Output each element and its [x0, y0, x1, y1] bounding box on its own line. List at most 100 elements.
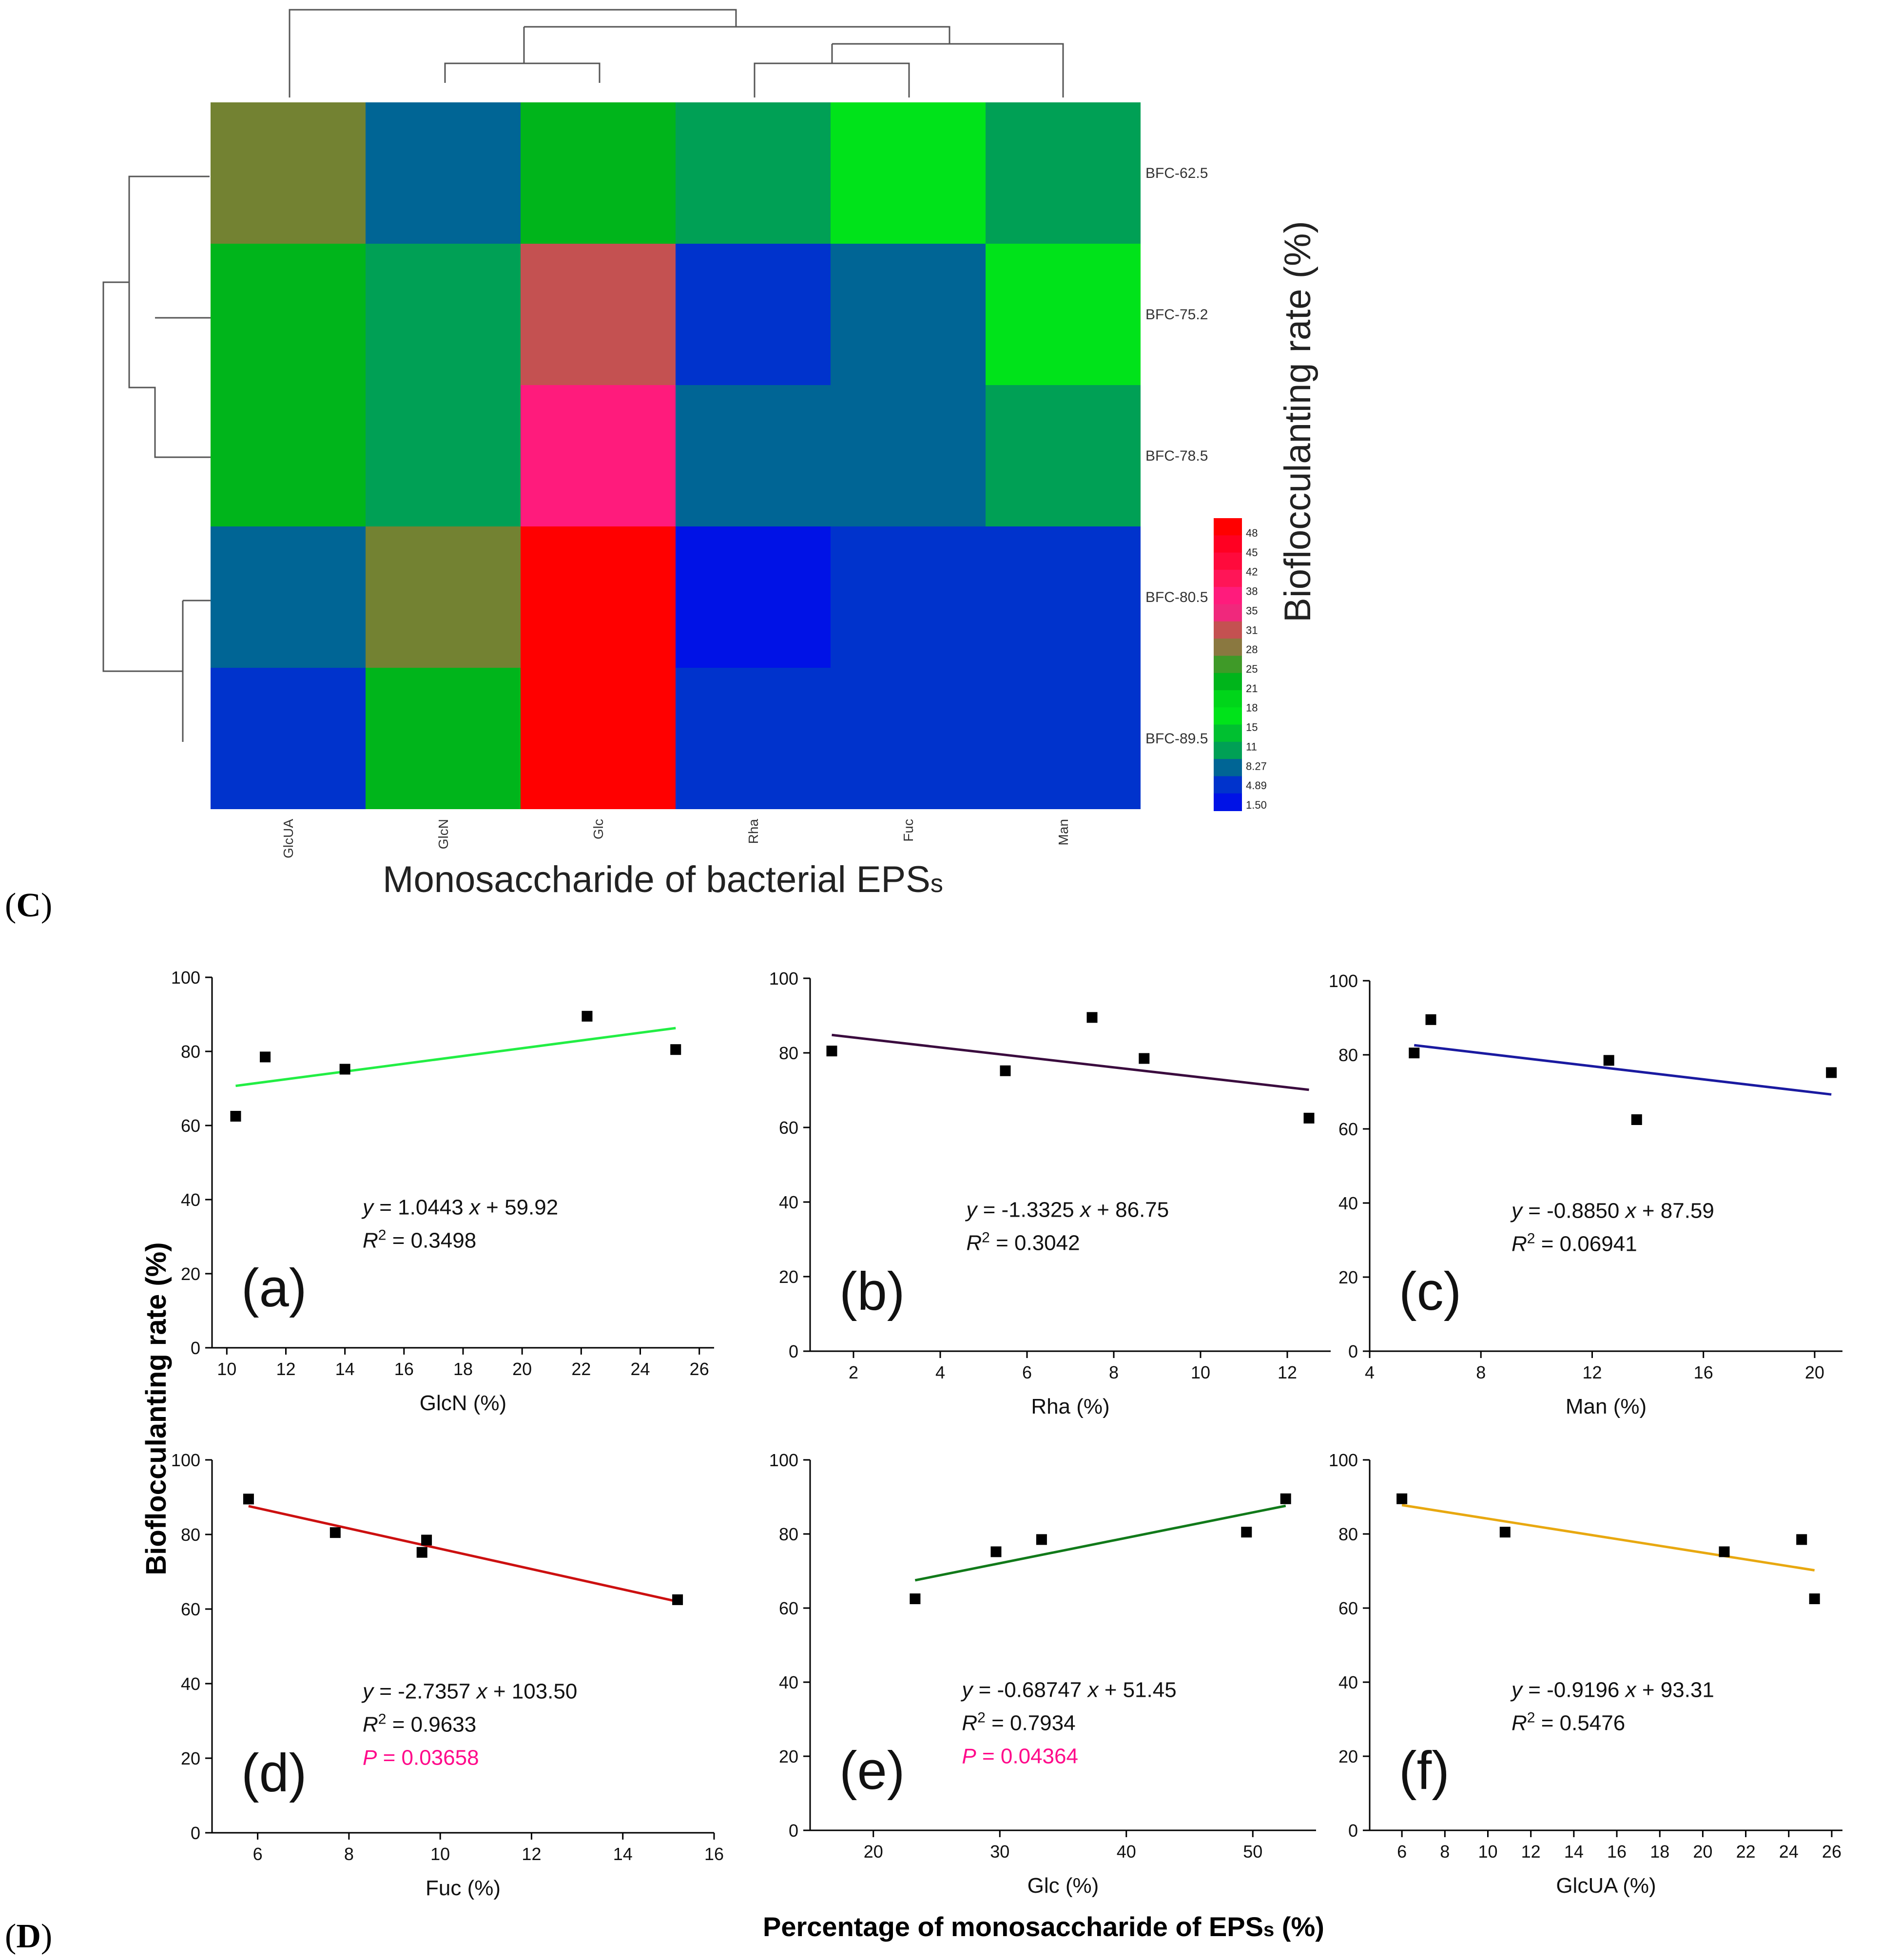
scatter-plot: 0 20 40 60 80 100 6 8 10 12 14 16 Fuc (%) y = -2.7357… [171, 1450, 724, 1900]
x-tick-label: 8 [1109, 1362, 1119, 1382]
y-tick-label: 40 [1338, 1193, 1358, 1213]
y-tick-label: 60 [1338, 1119, 1358, 1139]
data-point [1036, 1534, 1047, 1545]
colorbar-tick-label: 1.50 [1246, 799, 1267, 811]
heatmap-cell [521, 385, 676, 526]
x-axis-label: GlcUA (%) [1556, 1874, 1656, 1898]
heatmap-cell [366, 244, 521, 385]
row-labels: BFC-62.5 BFC-75.2 BFC-78.5 BFC-80.5 BFC-89.5 [1145, 165, 1208, 747]
x-tick-label: 50 [1243, 1842, 1262, 1862]
y-tick-label: 100 [171, 968, 200, 988]
r-squared: R2 = 0.06941 [1512, 1230, 1637, 1256]
fit-line [1401, 1504, 1815, 1572]
heatmap-cell [676, 385, 831, 526]
x-tick-label: 30 [990, 1842, 1009, 1862]
fit-line [248, 1505, 678, 1603]
x-tick-label: 6 [253, 1844, 263, 1864]
x-tick-label: 12 [522, 1844, 541, 1864]
subplot-label: (d) [241, 1743, 307, 1803]
x-tick-label: 10 [430, 1844, 450, 1864]
x-tick-label: 12 [1582, 1362, 1602, 1382]
data-point [1796, 1534, 1807, 1545]
colorbar-segment [1214, 741, 1242, 760]
heatmap-cell [366, 102, 521, 244]
colorbar-segment [1214, 673, 1242, 691]
regression-equation: y = -0.9196 x + 93.31 [1510, 1678, 1714, 1702]
colorbar-segment [1214, 724, 1242, 742]
x-axis-label: Rha (%) [1031, 1395, 1109, 1418]
column-labels: GlcUA GlcN Glc Rha Fuc Man [281, 819, 1071, 858]
x-tick-label: 24 [1779, 1842, 1799, 1862]
data-point [1719, 1546, 1730, 1557]
y-tick-label: 80 [181, 1042, 200, 1062]
regression-equation: y = 1.0443 x + 59.92 [361, 1195, 558, 1219]
heatmap-cell [521, 244, 676, 385]
y-tick-label: 0 [1348, 1341, 1358, 1361]
x-tick-label: 22 [571, 1359, 591, 1379]
r-squared: R2 = 0.5476 [1512, 1709, 1625, 1735]
y-tick-label: 20 [779, 1267, 798, 1287]
y-tick-label: 80 [1338, 1045, 1358, 1065]
heatmap-cell [676, 102, 831, 244]
heatmap-cell [831, 244, 986, 385]
fit-line [235, 1027, 676, 1087]
colorbar-segment [1214, 587, 1242, 605]
data-point [670, 1044, 681, 1055]
x-tick-label: 18 [453, 1359, 473, 1379]
y-tick-label: 100 [1329, 1450, 1358, 1470]
data-point [1499, 1527, 1511, 1538]
x-tick-label: 26 [1822, 1842, 1841, 1862]
heatmap-cell [831, 526, 986, 668]
y-tick-label: 20 [181, 1264, 200, 1284]
x-tick-label: 12 [1521, 1842, 1541, 1862]
scatter-x-axis-title: Percentage of monosaccharide of EPSs (%) [763, 1911, 1324, 1942]
y-tick-label: 60 [1338, 1598, 1358, 1618]
colorbar-tick-label: 35 [1246, 604, 1258, 617]
y-tick-label: 40 [181, 1674, 200, 1694]
panel-label-c: (C) [5, 887, 52, 924]
data-point [230, 1111, 241, 1122]
x-tick-label: 12 [1278, 1362, 1297, 1382]
y-tick-label: 0 [191, 1823, 200, 1843]
x-tick-label: 20 [512, 1359, 532, 1379]
heatmap-cell [211, 244, 366, 385]
y-tick-label: 60 [779, 1118, 798, 1138]
heatmap-row-label: BFC-89.5 [1145, 731, 1208, 747]
data-point [1631, 1114, 1642, 1125]
data-point [1303, 1112, 1315, 1124]
y-tick-label: 40 [1338, 1672, 1358, 1692]
y-tick-label: 100 [769, 969, 798, 989]
regression-equation: y = -1.3325 x + 86.75 [965, 1198, 1169, 1222]
data-point [1396, 1493, 1408, 1504]
x-tick-label: 4 [935, 1362, 945, 1382]
data-point [1000, 1065, 1011, 1076]
scatter-plot: 0 20 40 60 80 100 10 12 14 16 18 20 22 24 26 GlcN (%) y … [171, 968, 714, 1415]
colorbar-tick-label: 28 [1246, 643, 1258, 656]
r-squared: R2 = 0.7934 [962, 1709, 1075, 1735]
data-point [1139, 1053, 1150, 1064]
y-tick-label: 20 [181, 1748, 200, 1768]
y-tick-label: 20 [1338, 1267, 1358, 1287]
colorbar-segment [1214, 793, 1242, 811]
colorbar-tick-label: 4.89 [1246, 779, 1267, 792]
x-tick-label: 10 [1191, 1362, 1210, 1382]
heatmap-column-label: GlcUA [281, 819, 296, 858]
heatmap-cell [986, 385, 1141, 526]
x-tick-label: 8 [1440, 1842, 1450, 1862]
colorbar-segment [1214, 621, 1242, 640]
data-point [1826, 1067, 1837, 1078]
data-point [910, 1593, 921, 1604]
x-tick-label: 24 [631, 1359, 650, 1379]
heatmap-cell [986, 526, 1141, 668]
y-tick-label: 100 [171, 1450, 200, 1470]
heatmap-column-label: Fuc [901, 819, 916, 842]
x-axis-label: Man (%) [1566, 1395, 1647, 1418]
y-tick-label: 80 [779, 1043, 798, 1063]
y-tick-label: 0 [1348, 1821, 1358, 1841]
x-tick-label: 20 [1693, 1842, 1712, 1862]
heatmap-cell [831, 102, 986, 244]
x-tick-label: 18 [1650, 1842, 1669, 1862]
y-tick-label: 100 [769, 1450, 798, 1470]
data-point [1603, 1055, 1614, 1066]
